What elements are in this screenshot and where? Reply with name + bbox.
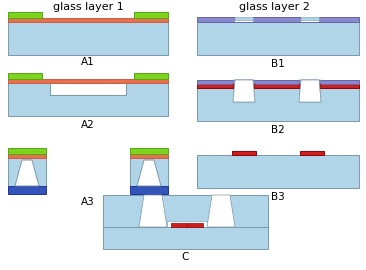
Polygon shape: [8, 83, 168, 116]
Polygon shape: [233, 80, 255, 102]
Bar: [130, 148, 168, 154]
Polygon shape: [233, 80, 255, 102]
Bar: [130, 158, 168, 186]
Text: B1: B1: [271, 59, 285, 69]
Bar: [235, 17, 253, 20]
Bar: [8, 158, 46, 186]
Bar: [197, 22, 359, 55]
Polygon shape: [139, 195, 167, 227]
Bar: [103, 227, 268, 249]
Bar: [299, 80, 321, 84]
Bar: [8, 22, 168, 55]
Polygon shape: [207, 195, 235, 227]
Bar: [8, 73, 42, 79]
Bar: [130, 186, 168, 194]
Bar: [197, 80, 359, 84]
Bar: [134, 12, 168, 18]
Bar: [134, 73, 168, 79]
Bar: [171, 223, 187, 227]
Bar: [299, 84, 321, 88]
Polygon shape: [299, 80, 321, 102]
Bar: [233, 80, 255, 84]
Text: A3: A3: [81, 197, 95, 207]
Bar: [197, 88, 359, 121]
Bar: [8, 148, 46, 154]
Text: glass layer 2: glass layer 2: [239, 2, 309, 12]
Bar: [187, 223, 203, 227]
Bar: [301, 17, 319, 22]
Text: A1: A1: [81, 57, 95, 67]
Bar: [167, 221, 207, 227]
Bar: [233, 84, 255, 88]
Bar: [301, 17, 319, 20]
Bar: [103, 195, 268, 227]
Bar: [8, 12, 42, 18]
Bar: [235, 17, 253, 22]
Bar: [197, 84, 359, 88]
Bar: [130, 154, 168, 158]
Polygon shape: [137, 160, 161, 186]
Bar: [8, 154, 46, 158]
Text: B3: B3: [271, 192, 285, 202]
Polygon shape: [299, 80, 321, 102]
Text: C: C: [182, 252, 189, 262]
Bar: [232, 151, 256, 155]
Text: A2: A2: [81, 120, 95, 130]
Bar: [197, 17, 359, 22]
Polygon shape: [15, 160, 39, 186]
Bar: [197, 155, 359, 188]
Bar: [8, 18, 168, 22]
Bar: [8, 186, 46, 194]
Text: glass layer 1: glass layer 1: [53, 2, 123, 12]
Bar: [300, 151, 324, 155]
Text: B2: B2: [271, 125, 285, 135]
Bar: [8, 79, 168, 83]
